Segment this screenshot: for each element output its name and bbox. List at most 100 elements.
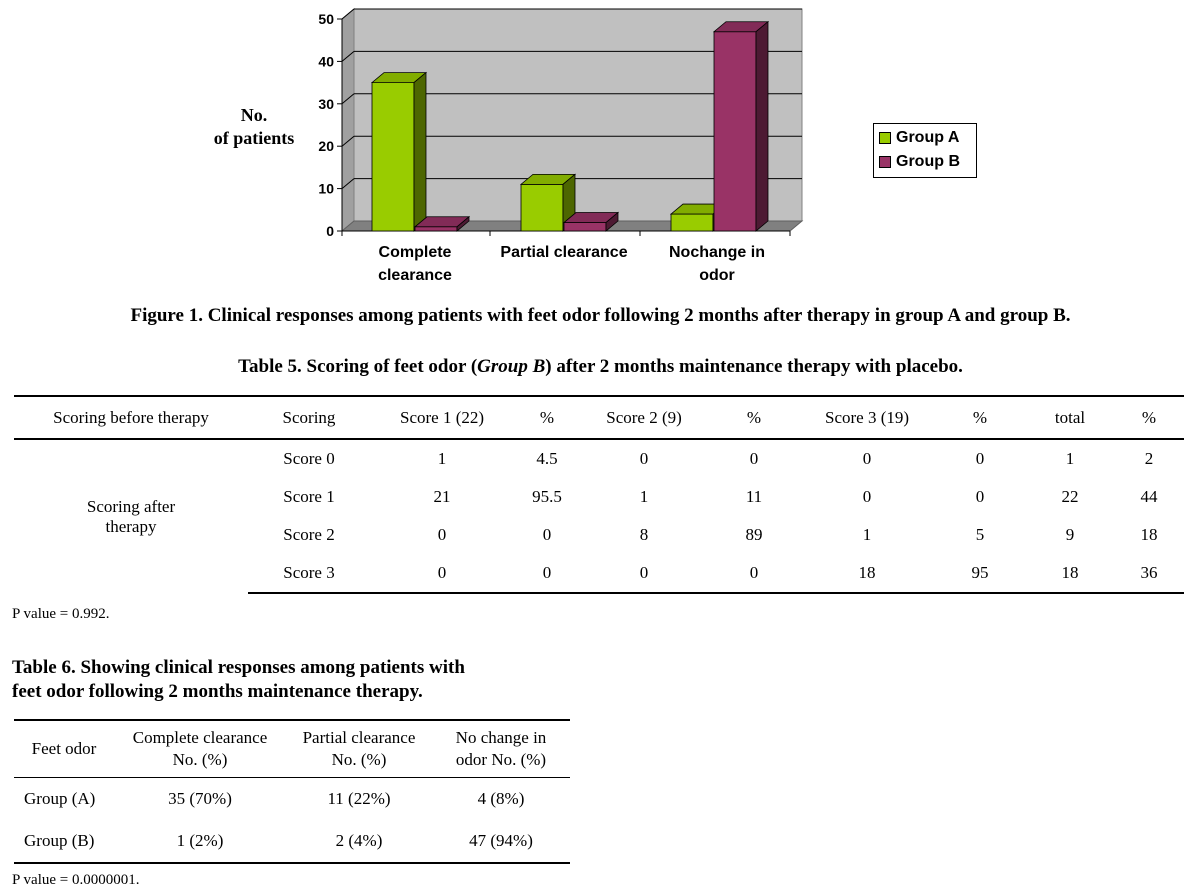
table-6-header-line-1: Feet odor [31,739,97,758]
gridline-diagonal [341,135,355,147]
table-cell: 95 [934,554,1026,594]
table-5-header-row: Scoring before therapy Scoring Score 1 (… [14,395,1184,440]
row-group-label-line-2: therapy [105,516,157,536]
figure-caption: Figure 1. Clinical responses among patie… [130,305,1071,326]
table-5-caption-italic: Group B [477,356,546,377]
table-row: Score 2 0 0 8 89 1 5 9 18 [14,516,1184,554]
table-6: Feet odor Complete clearance No. (%) Par… [14,719,570,864]
table-5-header-cell: total [1026,395,1114,440]
bar [563,222,607,232]
table-cell: 2 [1144,449,1154,468]
legend-label-group-b: Group B [896,153,960,170]
table-6-header-cell: Complete clearance No. (%) [114,719,286,778]
table-5-header-cell: % [514,395,580,440]
table-cell: 9 [1065,525,1075,544]
table-5-header-cell: % [934,395,1026,440]
table-cell: 35 (70%) [168,789,232,808]
table-5-header-cell: Score 3 (19) [800,395,934,440]
y-tick-label: 50 [318,11,334,27]
table-cell: 18 [1026,554,1114,594]
y-tick-label: 0 [326,223,334,239]
y-axis-label-line-1: No. [240,105,268,125]
bar [371,82,415,232]
table-cell: 11 (22%) [327,789,391,808]
table-row: Score 1 21 95.5 1 11 0 0 22 44 [14,478,1184,516]
table-cell: 36 [1114,554,1184,594]
table-6-p-value: P value = 0.0000001. [12,872,140,888]
table-cell: 18 [800,554,934,594]
y-tick-label: 40 [318,53,334,69]
table-5-caption-suffix: ) after 2 months maintenance therapy wit… [545,356,963,377]
legend-label-group-a: Group A [896,129,960,146]
x-category-label-line-1: Nochange in [668,244,765,261]
x-category-label: Complete clearance [362,241,468,287]
table-cell: 95.5 [532,487,562,506]
table-5-header-cell: % [708,395,800,440]
table-6-header-row: Feet odor Complete clearance No. (%) Par… [14,719,570,778]
table-5-header-cell: Scoring [248,395,370,440]
gridline-diagonal [341,51,355,62]
gridline-diagonal [341,93,355,105]
table-cell: 5 [975,525,985,544]
table-row: Group (A) 35 (70%) 11 (22%) 4 (8%) [14,778,570,821]
table-cell: 22 [1061,487,1079,506]
legend-entry-group-a: Group A [879,128,959,148]
table-6-header-cell: Feet odor [14,719,114,778]
y-axis-label-line-2: of patients [213,128,295,148]
bar [414,226,458,232]
legend-entry-group-b: Group B [879,152,960,172]
table-5-caption-prefix: Table 5. Scoring of feet odor ( [238,356,478,377]
table-cell: 47 (94%) [432,820,570,864]
table-row: Group (B) 1 (2%) 2 (4%) 47 (94%) [14,820,570,864]
table-6-header-line-2: odor No. (%) [455,750,547,769]
table-cell: 2 (4%) [286,820,432,864]
table-cell: 0 [749,449,759,468]
table-5-header-cell: Scoring before therapy [14,395,248,440]
table-cell: 0 [542,525,552,544]
table-cell: 1 [437,449,447,468]
table-5-p-value: P value = 0.992. [12,606,110,622]
bar-chart: 0 10 20 30 40 50 [318,7,804,239]
y-tick-label: 30 [318,96,334,112]
table-cell: 1 [1065,449,1075,468]
table-cell: 0 [862,449,872,468]
y-tick-label: 20 [318,138,334,154]
table-cell: 1 [862,525,872,544]
figure-1-chart: 0 10 20 30 40 50 No. of patients Complete cle… [0,0,1201,292]
table-cell: 0 [370,554,514,594]
table-6-header-cell: No change in odor No. (%) [432,719,570,778]
table-row-header: Group (A) [24,789,96,808]
table-cell: Score 3 [248,554,370,594]
row-group-label: Scoring after therapy [14,439,248,593]
chart-legend: Group A Group B [873,123,977,178]
table-cell: 8 [639,525,649,544]
table-5-header-cell: Score 2 (9) [580,395,708,440]
table-6-header-line-2: No. (%) [172,750,228,769]
x-category-label: Partial clearance [480,241,648,264]
table-6-header-line-1: Complete clearance [132,728,268,747]
table-6-header-cell: Partial clearance No. (%) [286,719,432,778]
table-cell: 0 [639,449,649,468]
table-5: Scoring before therapy Scoring Score 1 (… [14,395,1184,594]
table-6-caption: Table 6. Showing clinical responses amon… [12,656,577,704]
table-cell: 1 [639,487,649,506]
table-6-caption-line-1: Table 6. Showing clinical responses amon… [12,657,465,678]
y-axis-label: No. of patients [196,104,312,150]
y-tick-label: 10 [318,181,334,197]
table-cell: 0 [580,554,708,594]
table-cell: Score 0 [283,449,335,468]
bar-side [413,71,427,232]
table-cell: 44 [1140,487,1158,506]
bar [520,183,564,232]
table-cell: 0 [975,449,985,468]
bar-side [605,211,619,232]
table-6-header-line-2: No. (%) [331,750,387,769]
gridline-diagonal [341,8,355,20]
table-cell: 4 (8%) [477,789,525,808]
gridline-diagonal [341,178,355,189]
table-cell: 21 [433,487,451,506]
table-cell: 0 [708,554,800,594]
bar-side [456,215,470,232]
x-category-label-line-2: clearance [378,267,452,284]
table-cell: 11 [745,487,763,506]
